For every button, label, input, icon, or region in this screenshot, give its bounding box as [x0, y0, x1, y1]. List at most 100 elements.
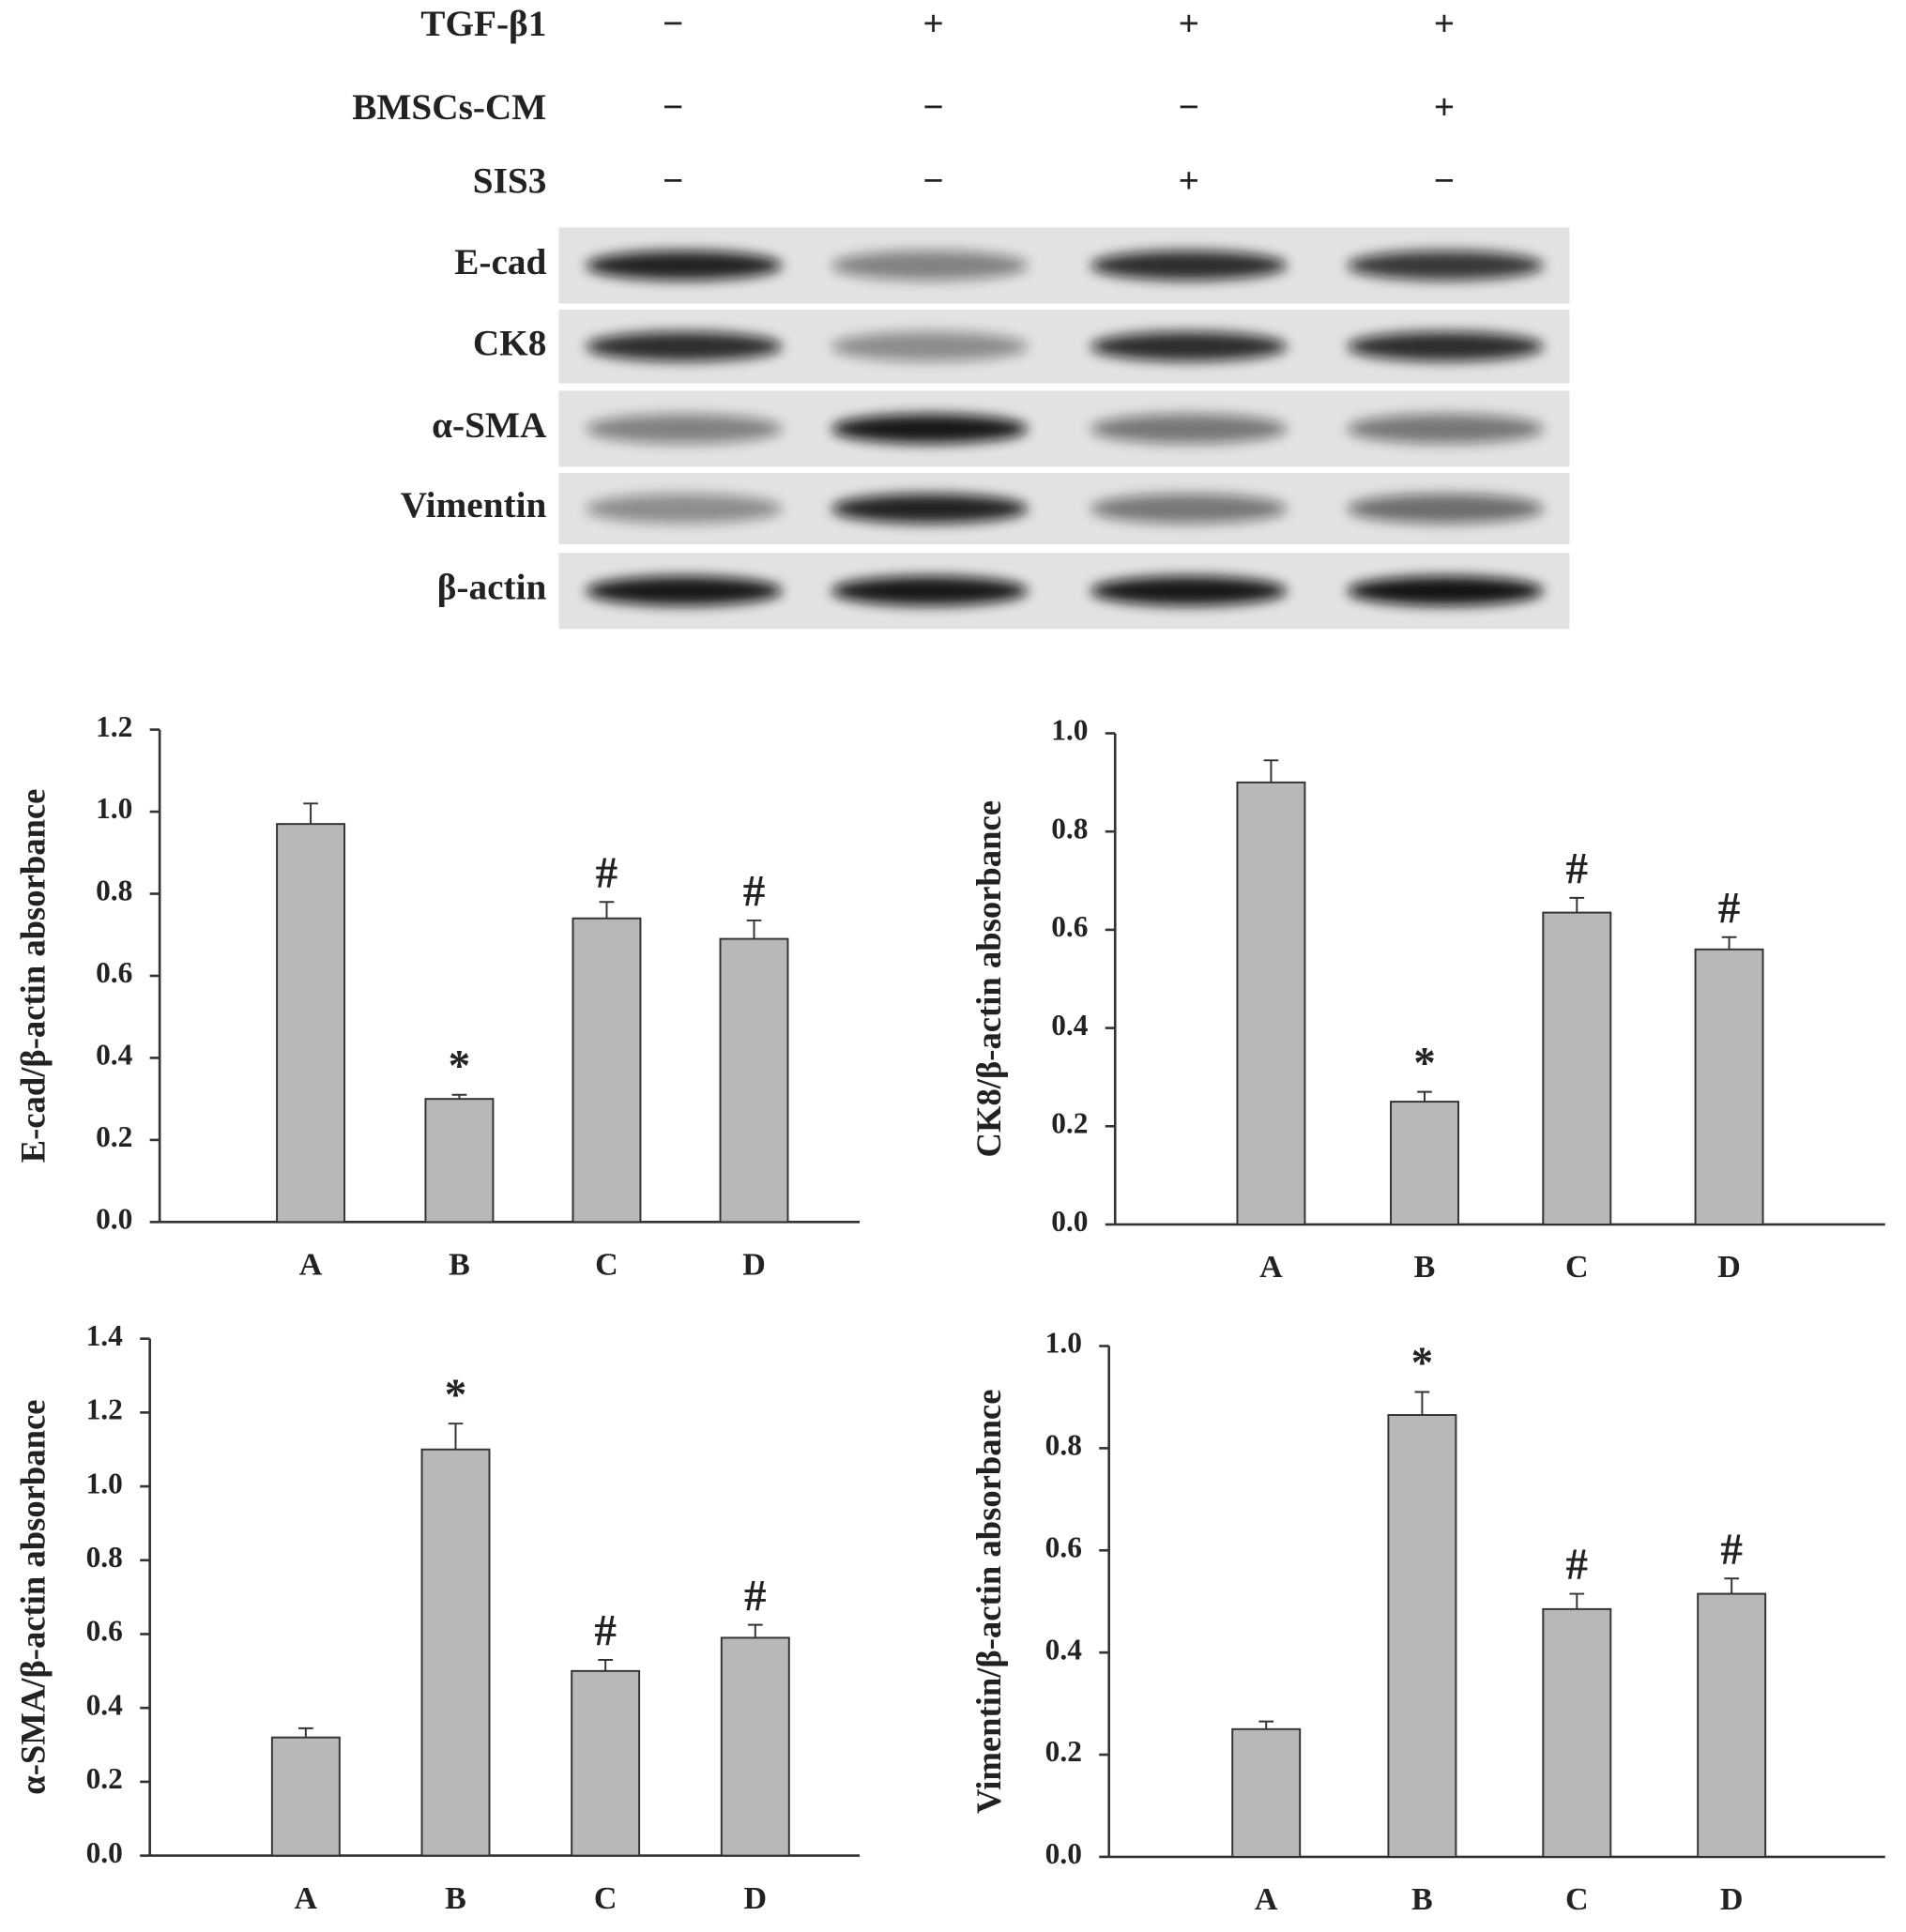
y-tick-label: 1.2	[86, 1393, 123, 1426]
bar	[420, 1448, 491, 1857]
bar	[1387, 1414, 1457, 1858]
treatment-sign: −	[1179, 87, 1199, 128]
bar	[572, 917, 642, 1224]
y-tick-label: 0.0	[1045, 1837, 1082, 1870]
y-axis-label: CK8/β-actin absorbance	[969, 800, 1008, 1157]
bar	[1694, 948, 1764, 1225]
significance-marker: #	[743, 868, 766, 917]
bar	[571, 1669, 641, 1857]
y-tick-label: 1.0	[1045, 1327, 1082, 1360]
band-label: CK8	[473, 323, 547, 363]
x-tick-label: A	[299, 1248, 323, 1283]
blot-band	[831, 576, 1029, 606]
significance-marker: #	[1720, 1526, 1743, 1575]
significance-marker: #	[1566, 1541, 1589, 1590]
significance-marker: *	[445, 1371, 467, 1420]
bar	[424, 1098, 495, 1224]
band-label: β-actin	[437, 568, 547, 608]
y-tick-label: 0.4	[86, 1688, 124, 1721]
y-axis-label: Vimentin/β-actin absorbance	[969, 1390, 1008, 1814]
blot-band	[831, 494, 1029, 524]
y-axis-label: α-SMA/β-actin absorbance	[14, 1400, 53, 1795]
treatment-sign: −	[923, 87, 943, 128]
bar	[719, 937, 789, 1224]
treatment-label: BMSCs-CM	[352, 87, 546, 128]
x-tick-label: B	[449, 1248, 470, 1283]
y-tick-label: 0.2	[86, 1762, 123, 1795]
band-label: E-cad	[454, 242, 546, 282]
significance-marker: #	[594, 1607, 617, 1656]
error-bar	[451, 1093, 467, 1100]
y-tick-label: 1.0	[1051, 714, 1088, 747]
error-bar	[746, 919, 762, 939]
x-tick-label: D	[744, 1881, 768, 1916]
x-tick-label: D	[742, 1248, 766, 1283]
y-tick-label: 0.0	[86, 1836, 123, 1869]
y-tick-label: 0.8	[86, 1541, 123, 1574]
error-bar	[297, 1727, 313, 1738]
y-tick-label: 0.2	[96, 1120, 132, 1153]
blot-band	[1090, 494, 1288, 524]
error-bar	[1258, 1720, 1274, 1729]
x-tick-label: D	[1720, 1882, 1744, 1917]
treatment-sign: −	[663, 87, 683, 128]
significance-marker: #	[744, 1572, 767, 1620]
band-label: α-SMA	[432, 405, 547, 446]
y-axis-label: E-cad/β-actin absorbance	[14, 789, 53, 1164]
treatment-label: SIS3	[473, 161, 547, 202]
x-tick-label: D	[1717, 1250, 1741, 1285]
treatment-sign: −	[923, 161, 943, 202]
error-bar	[448, 1422, 464, 1450]
bar	[270, 1736, 341, 1857]
treatment-label: TGF-β1	[420, 4, 546, 44]
bar	[1390, 1101, 1459, 1225]
blot-band	[1347, 494, 1544, 524]
significance-marker: #	[1566, 845, 1589, 894]
error-bar	[1569, 896, 1585, 913]
blot-band	[586, 331, 783, 361]
blot-band	[1090, 576, 1288, 606]
error-bar	[1721, 936, 1737, 950]
error-bar	[599, 901, 615, 919]
significance-marker: *	[449, 1042, 471, 1090]
significance-marker: *	[1413, 1039, 1436, 1088]
blot-band	[1090, 251, 1288, 281]
y-tick-label: 0.2	[1045, 1735, 1082, 1768]
x-tick-label: C	[1565, 1882, 1589, 1917]
bar	[1542, 1607, 1612, 1858]
error-bar	[1417, 1090, 1432, 1103]
x-tick-label: B	[445, 1881, 466, 1916]
y-tick-label: 1.2	[96, 710, 132, 743]
y-tick-label: 0.8	[96, 875, 132, 907]
bar	[1231, 1727, 1302, 1858]
x-tick-label: C	[595, 1248, 618, 1283]
y-tick-label: 0.8	[1045, 1429, 1082, 1462]
treatment-sign: +	[1179, 161, 1199, 202]
band-label: Vimentin	[401, 485, 547, 525]
bar	[720, 1636, 790, 1857]
y-tick-label: 0.6	[96, 956, 132, 989]
blot-band	[586, 576, 783, 606]
error-bar	[303, 802, 318, 825]
y-tick-label: 0.6	[1045, 1530, 1082, 1563]
x-tick-label: B	[1414, 1250, 1436, 1285]
significance-marker: *	[1411, 1339, 1434, 1388]
x-tick-label: A	[1255, 1882, 1278, 1917]
significance-marker: #	[596, 849, 618, 898]
y-tick-label: 0.4	[96, 1039, 133, 1072]
bar	[1542, 911, 1612, 1225]
bar	[1236, 781, 1306, 1225]
blot-band	[1090, 414, 1288, 444]
y-tick-label: 0.8	[1051, 812, 1088, 844]
blot-band	[1347, 251, 1544, 281]
bar	[1697, 1592, 1767, 1858]
treatment-sign: +	[1179, 4, 1199, 44]
y-tick-label: 1.0	[96, 792, 132, 825]
error-bar	[747, 1623, 763, 1638]
y-tick-label: 0.0	[96, 1203, 132, 1236]
blot-band	[1347, 576, 1544, 606]
error-bar	[1263, 759, 1279, 783]
x-tick-label: C	[1565, 1250, 1589, 1285]
error-bar	[1414, 1391, 1430, 1416]
x-tick-label: A	[1259, 1250, 1283, 1285]
